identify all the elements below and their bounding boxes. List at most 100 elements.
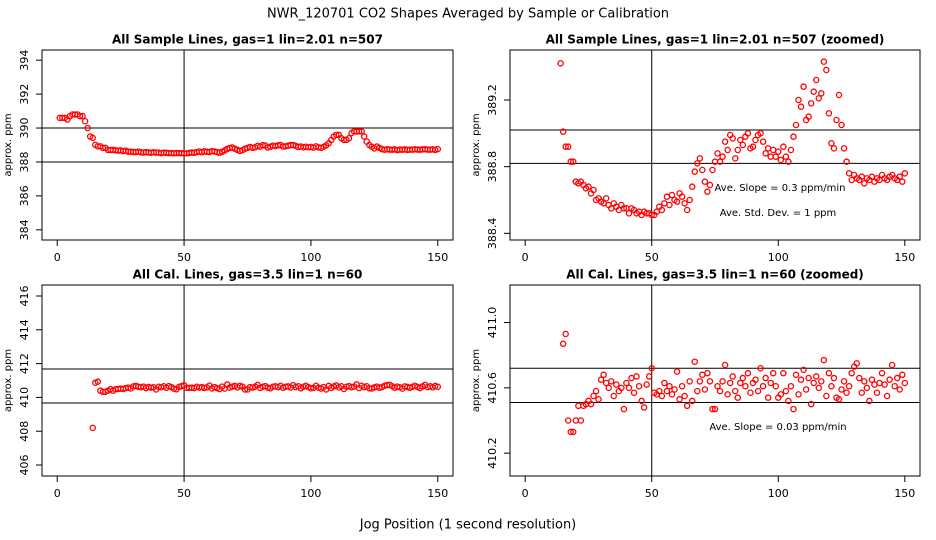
y-axis-label: approx. ppm — [471, 113, 482, 176]
data-point — [94, 378, 102, 385]
y-tick-label: 412 — [18, 353, 31, 374]
y-tick-label: 384 — [18, 219, 31, 240]
data-point — [711, 405, 719, 413]
data-point — [772, 382, 779, 390]
x-tick-label: 150 — [427, 487, 448, 500]
data-point — [567, 428, 574, 436]
data-point — [868, 376, 876, 383]
data-point — [610, 392, 618, 400]
data-point — [699, 166, 706, 174]
data-point — [686, 196, 693, 204]
data-point — [802, 386, 810, 393]
data-point — [201, 384, 208, 392]
plot-frame — [41, 49, 454, 241]
data-point — [701, 386, 709, 393]
data-point — [752, 136, 759, 144]
y-tick-label: 388.8 — [486, 151, 499, 183]
data-point — [810, 88, 817, 95]
data-point — [681, 200, 688, 207]
data-point — [843, 389, 850, 396]
data-point — [694, 387, 701, 395]
y-tick-label: 406 — [18, 455, 31, 476]
data-point — [696, 378, 704, 385]
y-tick-label: 388 — [18, 151, 31, 172]
data-point — [800, 83, 807, 90]
data-point — [731, 387, 739, 395]
data-point — [625, 384, 633, 392]
data-point — [726, 379, 734, 387]
data-point — [825, 110, 833, 117]
data-point — [686, 378, 693, 385]
x-tick-label: 100 — [300, 251, 321, 264]
data-point — [635, 382, 643, 390]
x-tick-label: 100 — [768, 487, 789, 500]
y-tick-label: 410 — [18, 387, 31, 408]
annotation: Ave. Std. Dev. = 1 ppm — [720, 208, 837, 219]
data-point — [592, 387, 600, 395]
data-point — [747, 389, 754, 396]
data-point — [590, 392, 597, 400]
data-point — [559, 340, 567, 348]
data-point — [241, 386, 249, 393]
data-point — [666, 382, 673, 390]
data-point — [881, 381, 888, 388]
data-point — [797, 103, 805, 110]
data-point — [676, 396, 683, 403]
data-point — [757, 365, 764, 372]
data-point — [333, 131, 340, 139]
data-point — [570, 428, 577, 436]
data-point — [790, 405, 797, 413]
y-tick-label: 394 — [18, 50, 31, 71]
data-point — [780, 369, 787, 377]
data-point — [600, 371, 607, 379]
data-point — [757, 130, 764, 137]
x-tick-label: 150 — [427, 251, 448, 264]
data-point — [843, 158, 850, 165]
data-point — [620, 405, 628, 413]
panel-title: All Cal. Lines, gas=3.5 lin=1 n=60 — [133, 268, 363, 282]
data-point — [825, 369, 833, 377]
data-point — [888, 361, 896, 369]
data-point — [595, 396, 602, 403]
data-point — [706, 181, 714, 189]
data-point — [673, 198, 681, 205]
x-tick-label: 0 — [54, 487, 61, 500]
data-point — [858, 389, 866, 396]
x-tick-label: 150 — [894, 251, 915, 264]
data-point — [666, 201, 673, 209]
data-point — [759, 138, 767, 145]
panel-title: All Sample Lines, gas=1 lin=2.01 n=507 (… — [546, 33, 885, 47]
data-point — [828, 382, 835, 390]
data-point — [681, 392, 688, 400]
data-point — [807, 400, 815, 408]
data-point — [896, 386, 904, 393]
data-point — [585, 183, 592, 190]
data-point — [678, 382, 686, 390]
data-point — [777, 391, 785, 398]
data-point — [567, 158, 574, 165]
data-point — [792, 371, 800, 379]
data-point — [658, 206, 666, 214]
data-point — [643, 381, 650, 388]
data-point — [709, 405, 716, 413]
data-point — [830, 374, 838, 382]
data-point — [562, 330, 569, 338]
data-point — [716, 158, 724, 165]
data-point — [714, 382, 721, 390]
data-point — [709, 166, 716, 174]
data-point — [358, 128, 365, 135]
data-point — [838, 121, 845, 129]
data-point — [737, 379, 744, 387]
data-point — [901, 379, 909, 387]
y-axis-label: approx. ppm — [471, 349, 482, 412]
data-point — [613, 381, 620, 388]
annotation: Ave. Slope = 0.3 ppm/min — [715, 183, 846, 194]
data-point — [658, 392, 666, 400]
y-axis-label: approx. ppm — [3, 113, 14, 176]
data-point — [434, 383, 442, 391]
data-point — [812, 76, 820, 84]
annotation: Ave. Slope = 0.03 ppm/min — [709, 422, 846, 433]
data-point — [815, 384, 823, 392]
data-point — [89, 424, 96, 432]
data-point — [772, 153, 779, 160]
